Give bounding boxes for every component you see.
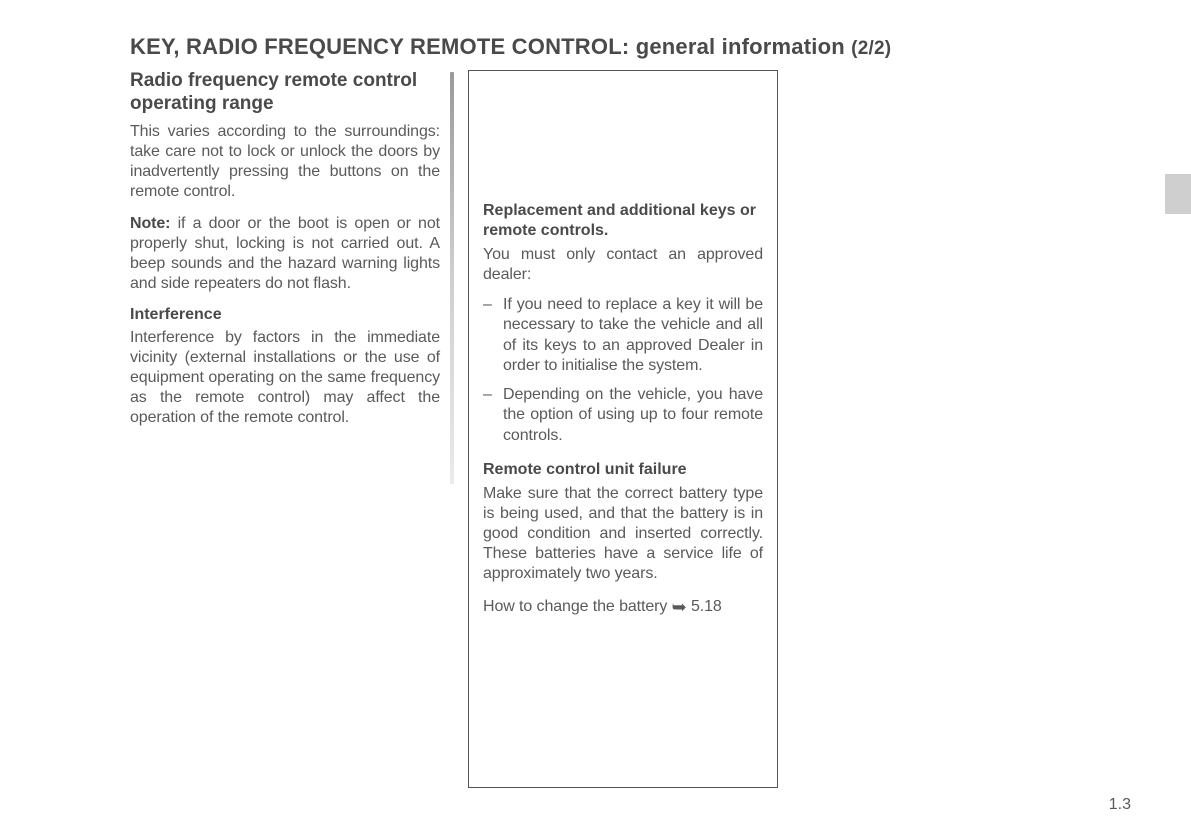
content-columns: Radio frequency remote control operating… <box>130 70 1131 788</box>
sub-heading-interference: Interference <box>130 306 440 324</box>
title-part: (2/2) <box>851 38 891 59</box>
ref-pre: How to change the battery <box>483 598 672 615</box>
page-title: KEY, RADIO FREQUENCY REMOTE CONTROL: gen… <box>130 34 1131 60</box>
section-heading-range: Radio frequency remote control operating… <box>130 70 440 116</box>
note-body: if a door or the boot is open or not pro… <box>130 215 440 292</box>
box-list: If you need to replace a key it will be … <box>483 295 763 446</box>
left-column: Radio frequency remote control operating… <box>130 70 440 788</box>
list-item: If you need to replace a key it will be … <box>483 295 763 377</box>
column-divider <box>450 72 454 484</box>
box-para-ref: How to change the battery ➥ 5.18 <box>483 594 763 617</box>
title-sub: general information <box>636 34 845 59</box>
para-note: Note: if a door or the boot is open or n… <box>130 214 440 294</box>
ref-page: 5.18 <box>687 598 722 615</box>
list-item: Depending on the vehicle, you have the o… <box>483 385 763 446</box>
para-range: This varies according to the surround­in… <box>130 122 440 202</box>
note-label: Note: <box>130 215 170 232</box>
arrow-icon: ➥ <box>672 596 687 619</box>
box-heading-failure: Remote control unit failure <box>483 460 763 480</box>
manual-page: KEY, RADIO FREQUENCY REMOTE CONTROL: gen… <box>0 0 1191 840</box>
title-main: KEY, RADIO FREQUENCY REMOTE CONTROL: <box>130 34 629 59</box>
box-heading-replacement: Replacement and additional keys or remot… <box>483 201 763 241</box>
box-para-dealer: You must only contact an approved dealer… <box>483 245 763 285</box>
info-box: Replacement and additional keys or remot… <box>468 70 778 788</box>
para-interference: Interference by factors in the immediate… <box>130 328 440 428</box>
page-number: 1.3 <box>1109 796 1131 814</box>
box-para-battery: Make sure that the correct battery type … <box>483 484 763 584</box>
